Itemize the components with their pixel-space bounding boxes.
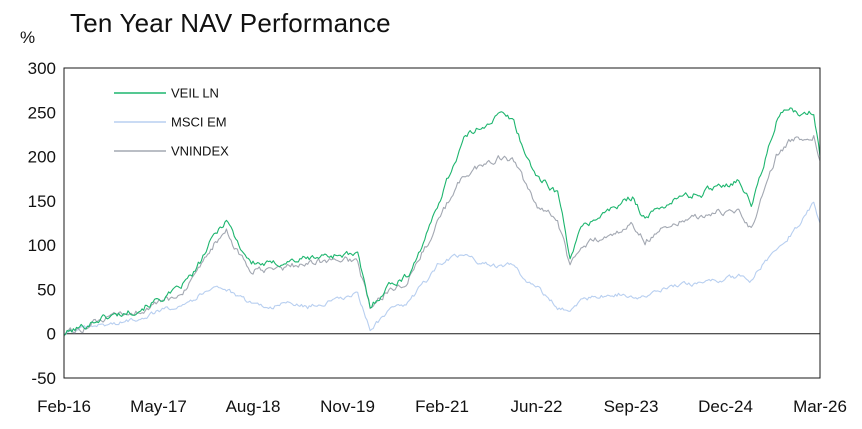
y-tick-label: 50 <box>37 280 56 299</box>
x-tick-label: Feb-21 <box>415 397 469 416</box>
series-line-vnindex <box>63 135 821 337</box>
y-tick-label: 150 <box>28 192 56 211</box>
y-tick-label: 300 <box>28 59 56 78</box>
x-tick-label: Nov-19 <box>320 397 375 416</box>
x-tick-label: Dec-24 <box>698 397 753 416</box>
y-tick-label: 0 <box>47 325 56 344</box>
legend-label: VEIL LN <box>171 86 219 101</box>
series-line-msci-em <box>63 201 821 336</box>
plot-frame <box>63 67 821 379</box>
y-tick-label: 250 <box>28 103 56 122</box>
y-unit-label: % <box>20 28 35 47</box>
y-tick-label: 200 <box>28 148 56 167</box>
x-tick-label: Mar-26 <box>793 397 847 416</box>
x-tick-label: Aug-18 <box>226 397 281 416</box>
y-tick-label: -50 <box>31 369 56 388</box>
legend-label: VNINDEX <box>171 144 229 159</box>
x-tick-label: Sep-23 <box>604 397 659 416</box>
x-tick-label: Feb-16 <box>37 397 91 416</box>
chart-title: Ten Year NAV Performance <box>70 8 391 38</box>
y-tick-label: 100 <box>28 236 56 255</box>
legend-label: MSCI EM <box>171 115 227 130</box>
x-tick-label: Jun-22 <box>511 397 563 416</box>
series-line-veil-ln <box>63 107 821 336</box>
x-tick-label: May-17 <box>130 397 187 416</box>
